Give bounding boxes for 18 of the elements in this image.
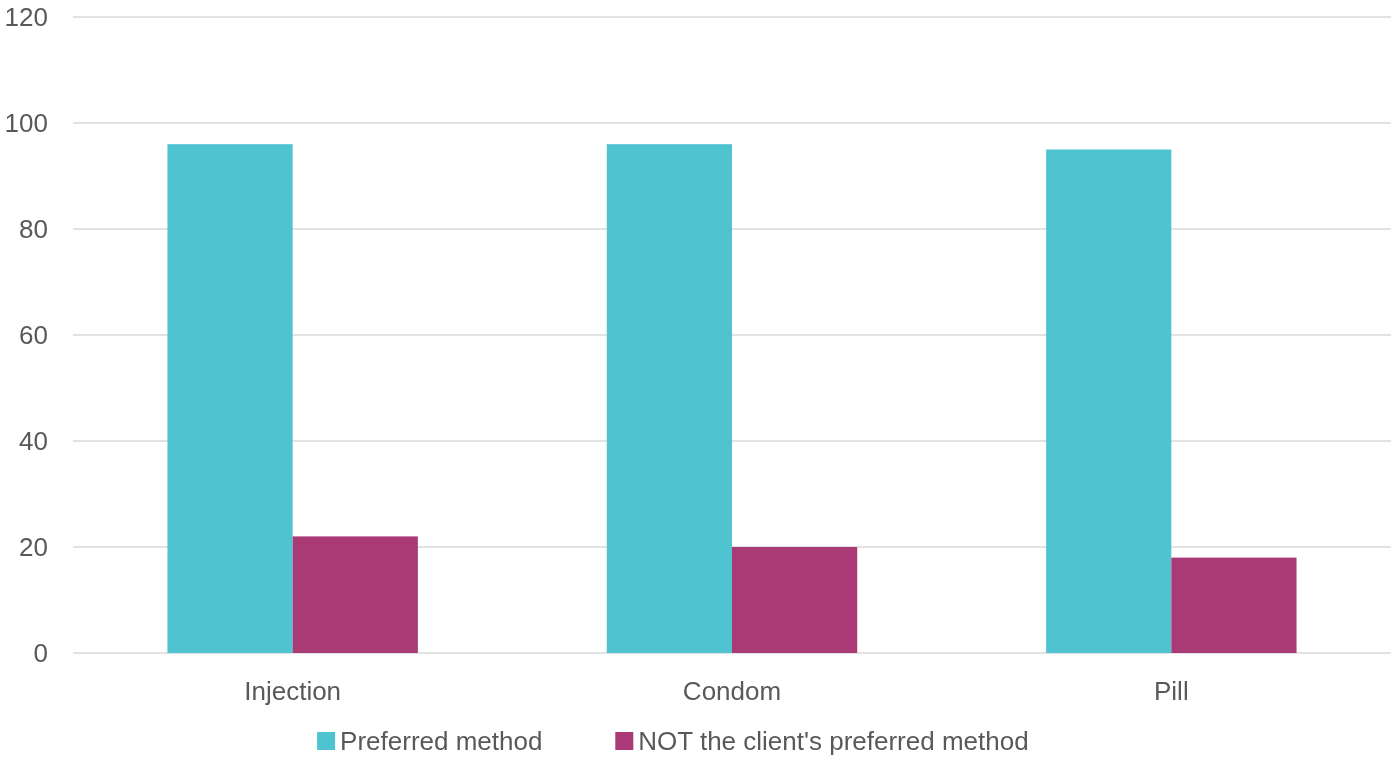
y-tick-label: 40 xyxy=(19,426,48,457)
bar xyxy=(292,536,418,653)
legend-label: NOT the client's preferred method xyxy=(638,726,1029,757)
bar xyxy=(167,144,293,653)
bar xyxy=(1046,149,1172,653)
x-tick-label: Condom xyxy=(682,676,782,707)
y-tick-label: 20 xyxy=(19,532,48,563)
y-tick-label: 100 xyxy=(4,108,48,139)
bar xyxy=(732,547,858,653)
y-tick-label: 120 xyxy=(4,2,48,33)
bar xyxy=(606,144,732,653)
y-tick-label: 0 xyxy=(33,638,48,669)
legend-label: Preferred method xyxy=(340,726,543,757)
y-tick-label: 80 xyxy=(19,214,48,245)
y-tick-label: 60 xyxy=(19,320,48,351)
x-tick-label: Pill xyxy=(1154,676,1189,707)
bar xyxy=(1171,557,1297,653)
x-tick-label: Injection xyxy=(244,676,342,707)
